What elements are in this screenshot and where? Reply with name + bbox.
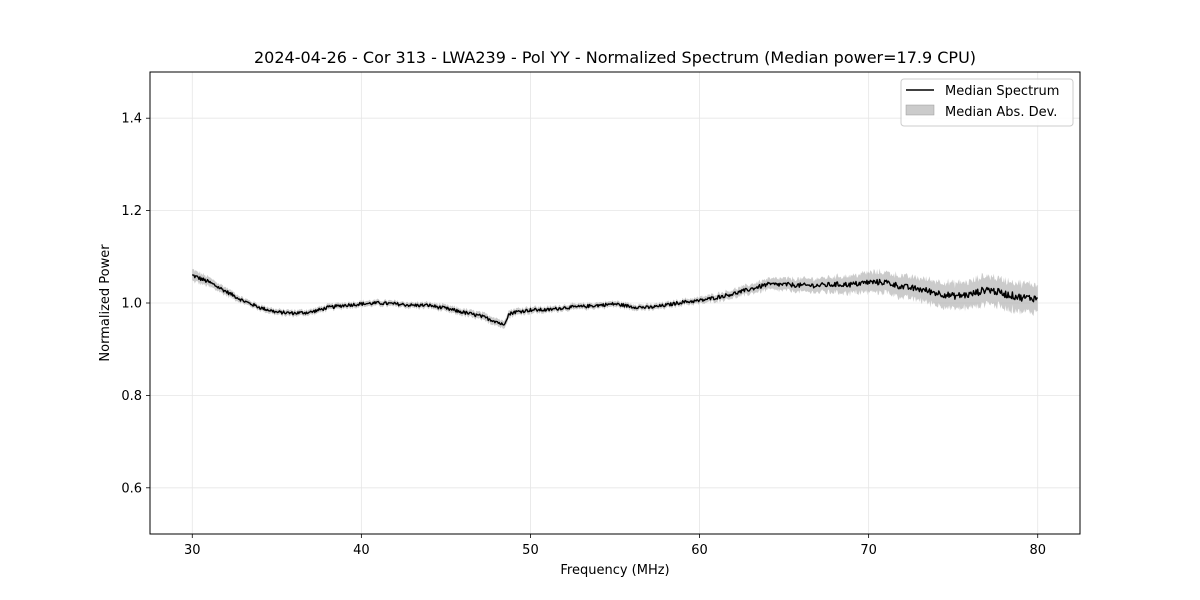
y-axis-label: Normalized Power bbox=[98, 244, 113, 362]
y-axis-ticks: 0.6 0.8 1.0 1.2 1.4 bbox=[121, 112, 150, 496]
y-tick-label: 0.8 bbox=[121, 389, 142, 404]
x-tick-label: 70 bbox=[860, 543, 877, 558]
x-tick-label: 50 bbox=[522, 543, 539, 558]
x-tick-label: 40 bbox=[353, 543, 370, 558]
x-tick-label: 80 bbox=[1029, 543, 1046, 558]
x-axis-ticks: 30 40 50 60 70 80 bbox=[184, 534, 1046, 558]
y-tick-label: 1.4 bbox=[121, 112, 142, 127]
legend-box bbox=[900, 78, 1074, 127]
y-tick-label: 0.6 bbox=[121, 481, 142, 496]
median-abs-dev-band bbox=[192, 268, 1038, 329]
legend: Median Spectrum Median Abs. Dev. bbox=[900, 78, 1074, 127]
legend-band-swatch bbox=[905, 104, 935, 116]
legend-label-median-abs-dev: Median Abs. Dev. bbox=[945, 105, 1057, 120]
plot-area bbox=[191, 268, 1038, 329]
median-spectrum-line bbox=[191, 274, 1038, 326]
chart-title: 2024-04-26 - Cor 313 - LWA239 - Pol YY -… bbox=[254, 48, 976, 67]
y-tick-label: 1.0 bbox=[121, 297, 142, 312]
y-tick-label: 1.2 bbox=[121, 204, 142, 219]
legend-label-median-spectrum: Median Spectrum bbox=[945, 84, 1059, 99]
x-axis-label: Frequency (MHz) bbox=[560, 563, 669, 578]
x-tick-label: 30 bbox=[184, 543, 201, 558]
x-tick-label: 60 bbox=[691, 543, 708, 558]
